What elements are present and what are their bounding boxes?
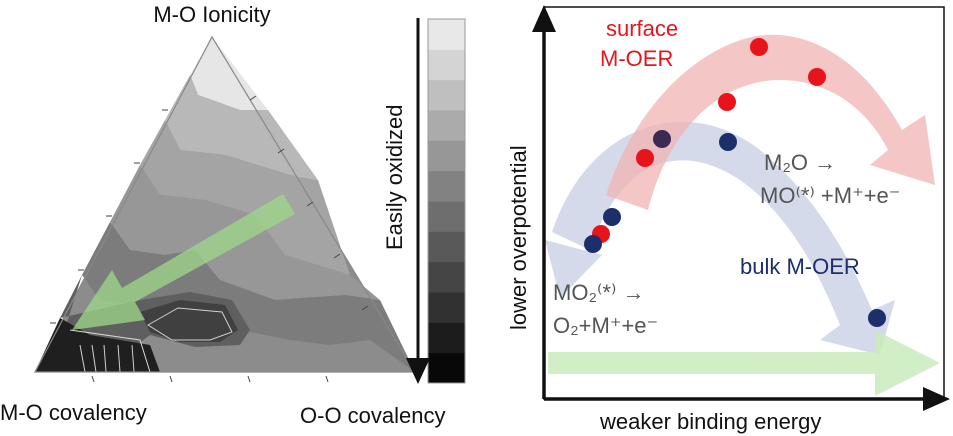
contour-band [82, 222, 415, 372]
contour-line [79, 344, 135, 373]
contour-band [165, 75, 318, 180]
colorbar [427, 18, 466, 384]
bulk-point [653, 130, 671, 148]
bulk-label: bulk M-OER [740, 254, 860, 279]
bulk-point [603, 208, 621, 226]
volcano-plot: surface M-OER bulk M-OER M₂O → MO⁽*⁾ +M⁺… [506, 5, 950, 434]
y-axis-label: lower overpotential [506, 145, 531, 330]
surface-label-line1: surface [606, 16, 678, 41]
contour-band [35, 318, 160, 372]
ternary-top-label: M-O Ionicity [153, 2, 270, 27]
ternary-diagram: M-O Ionicity M-O covalency O-O covalency [0, 2, 446, 428]
binding-energy-arrow [548, 330, 940, 396]
bulk-point [719, 133, 737, 151]
surface-point [808, 68, 826, 86]
contour-line [147, 307, 233, 341]
y-axis-arrow [532, 5, 556, 399]
bulk-band [552, 121, 895, 355]
colorbar-step [428, 79, 465, 111]
reaction-right-line1: M₂O → [764, 150, 836, 175]
surface-band [606, 34, 935, 210]
colorbar-step [428, 322, 465, 354]
contour-line [69, 329, 151, 373]
surface-point [750, 38, 768, 56]
colorbar-step [428, 110, 465, 141]
colorbar-step [428, 19, 465, 50]
bulk-point [584, 235, 602, 253]
colorbar-step [428, 201, 465, 232]
ternary-outline [34, 35, 417, 373]
colorbar-step [428, 170, 465, 202]
colorbar-step [428, 140, 465, 172]
oxidation-arrow [406, 18, 430, 384]
bulk-points [584, 130, 886, 327]
colorbar-frame [427, 18, 466, 384]
surface-points [592, 38, 826, 243]
surface-label-line2: M-OER [600, 46, 673, 71]
ternary-ticks [50, 95, 369, 383]
x-axis-label: weaker binding energy [599, 409, 821, 434]
reaction-right-line2: MO⁽*⁾ +M⁺+e⁻ [760, 183, 900, 208]
bulk-band-head [545, 240, 602, 298]
reaction-left-line1: MO₂⁽*⁾ → [553, 280, 644, 305]
colorbar-step [428, 352, 465, 384]
ternary-right-label: O-O covalency [300, 403, 446, 428]
surface-point [718, 93, 736, 111]
colorbar-step [428, 292, 465, 323]
colorbar-step [428, 49, 465, 81]
colorbar-step [428, 261, 465, 293]
surface-point [636, 149, 654, 167]
contour-band [140, 120, 350, 275]
colorbar-step [428, 231, 465, 263]
ternary-direction-arrow [72, 194, 295, 330]
ternary-left-label: M-O covalency [0, 400, 147, 425]
bulk-point [868, 309, 886, 327]
colorbar-label: Easily oxidized [382, 104, 407, 250]
reaction-left-line2: O₂+M⁺+e⁻ [553, 313, 658, 338]
contour-band [140, 300, 238, 342]
contour-band [190, 37, 268, 110]
x-axis-arrow [544, 387, 950, 411]
